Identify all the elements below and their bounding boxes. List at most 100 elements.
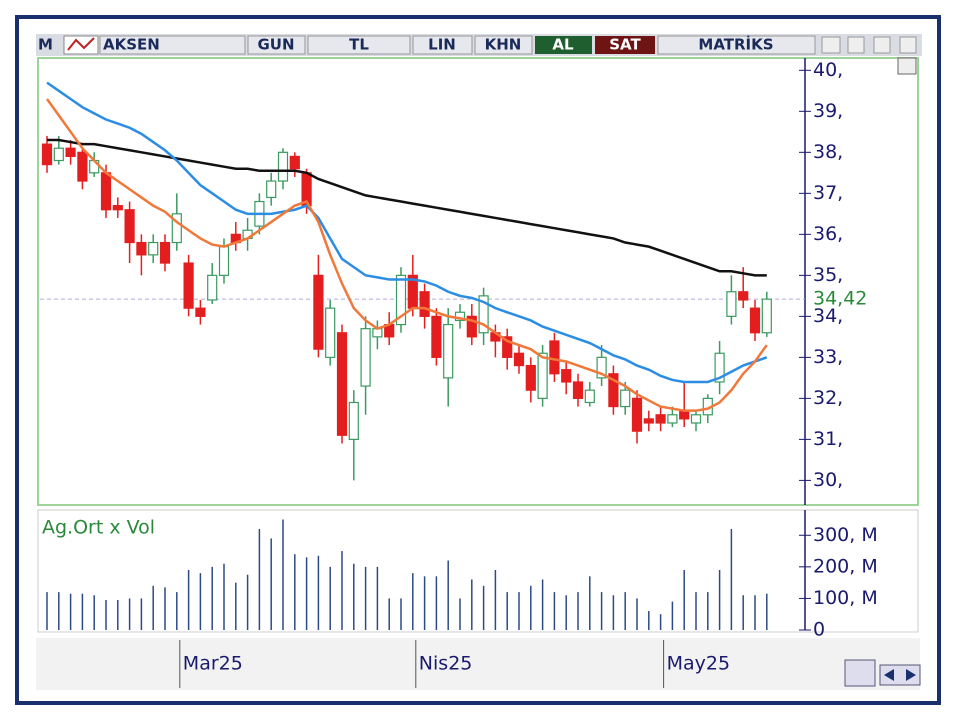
khn-button[interactable] [474, 35, 533, 55]
candle-body [620, 389, 631, 408]
logo: M [38, 36, 53, 54]
candle-body [537, 352, 548, 399]
candle-body [643, 418, 654, 424]
candle-body [136, 241, 147, 256]
candle-body [100, 172, 112, 211]
y-tick-label: 37, [813, 182, 843, 204]
candle-body [572, 381, 584, 399]
y-tick-label: 40, [813, 59, 843, 81]
candle-body [478, 295, 489, 334]
candle-body [348, 401, 359, 440]
candle-body [148, 241, 159, 256]
y-tick-label: 0 [813, 619, 825, 641]
y-tick-label: 32, [813, 387, 843, 409]
candle-body [655, 414, 666, 424]
y-tick-label: 36, [813, 223, 843, 245]
last-price-label: 34,42 [813, 288, 867, 310]
maximize-button[interactable] [873, 36, 891, 54]
candle-body [195, 307, 206, 317]
y-tick-label: 34, [813, 305, 843, 327]
moving-average-line [45, 98, 768, 412]
candle-body [761, 298, 772, 334]
candle-body [325, 307, 336, 358]
candle-body [171, 213, 182, 244]
candle-body [360, 328, 371, 387]
currency-button[interactable] [307, 35, 411, 55]
period: GUN [257, 36, 294, 54]
moving-average-line [47, 138, 767, 277]
candle-body [41, 143, 53, 166]
price-panel [37, 57, 919, 506]
period-button[interactable] [247, 35, 306, 55]
candle-body [525, 364, 536, 391]
sell-button[interactable] [595, 36, 655, 54]
candle-body [124, 209, 135, 244]
candle-body [431, 315, 442, 358]
scroll-arrows [884, 669, 916, 681]
brand-box [657, 35, 816, 55]
sell: SAT [609, 36, 641, 54]
symbol: AKSEN [103, 36, 160, 54]
candle-body [714, 352, 725, 383]
currency: TL [349, 36, 369, 54]
panel-title: Ag.Ort x Vol [42, 517, 155, 539]
candle-body [608, 373, 619, 408]
candle-body [218, 246, 230, 276]
khn: KHN [485, 36, 522, 54]
menu-button[interactable] [821, 36, 841, 54]
brand: MATRİKS [698, 35, 773, 54]
scroll-buttons[interactable] [879, 664, 921, 686]
buy: AL [552, 36, 574, 54]
candle-body [266, 180, 277, 199]
x-tick-label: May25 [667, 653, 730, 675]
scale: LIN [428, 36, 456, 54]
candle-body [502, 336, 513, 358]
candle-body [289, 155, 300, 170]
y-tick-label: 100, M [813, 587, 878, 609]
buy-button[interactable] [535, 36, 592, 54]
candle-body [207, 274, 218, 301]
y-tick-label: 30, [813, 469, 843, 491]
candle-body [65, 147, 76, 158]
candle-body [549, 340, 560, 375]
symbol-box[interactable] [99, 35, 246, 55]
date-bar [36, 638, 920, 690]
moving-average-line [46, 81, 768, 384]
y-tick-label: 200, M [813, 555, 878, 577]
y-tick-label: 300, M [813, 524, 878, 546]
y-tick-label: 33, [813, 346, 843, 368]
close-button[interactable] [899, 36, 917, 54]
candle-body [631, 397, 643, 432]
candle-body [159, 241, 171, 264]
sync-button[interactable] [844, 659, 876, 687]
candle-body [667, 414, 678, 424]
candle-body [466, 315, 477, 338]
candle-body [313, 274, 324, 350]
candle-body [419, 291, 430, 317]
candle-body [277, 151, 289, 182]
candle-body [749, 307, 761, 334]
y-tick-label: 31, [813, 428, 843, 450]
candle-body [183, 262, 194, 309]
candle-body [112, 205, 123, 211]
candle-body [738, 291, 749, 301]
candle-body [561, 369, 572, 383]
candle-body [77, 151, 88, 182]
candle-body [336, 332, 348, 436]
candle-body [584, 389, 595, 404]
minimize-button[interactable] [847, 36, 865, 54]
y-tick-label: 35, [813, 264, 843, 286]
panel-button[interactable] [897, 57, 917, 75]
x-tick-label: Mar25 [183, 653, 243, 675]
volume-panel [37, 509, 919, 633]
candle-body [690, 414, 702, 424]
candle-body [443, 323, 454, 379]
candle-body [53, 147, 64, 162]
y-tick-label: 39, [813, 100, 843, 122]
scale-button[interactable] [412, 35, 473, 55]
plot-layer: 30, 31, 32, 33, 34, 35, 36, 37, 38, 39, 40, 34,42 0 1… [40, 58, 878, 688]
x-tick-label: Nis25 [419, 653, 473, 675]
symbol-icon-glyph [67, 37, 95, 51]
candle-body [596, 356, 607, 379]
